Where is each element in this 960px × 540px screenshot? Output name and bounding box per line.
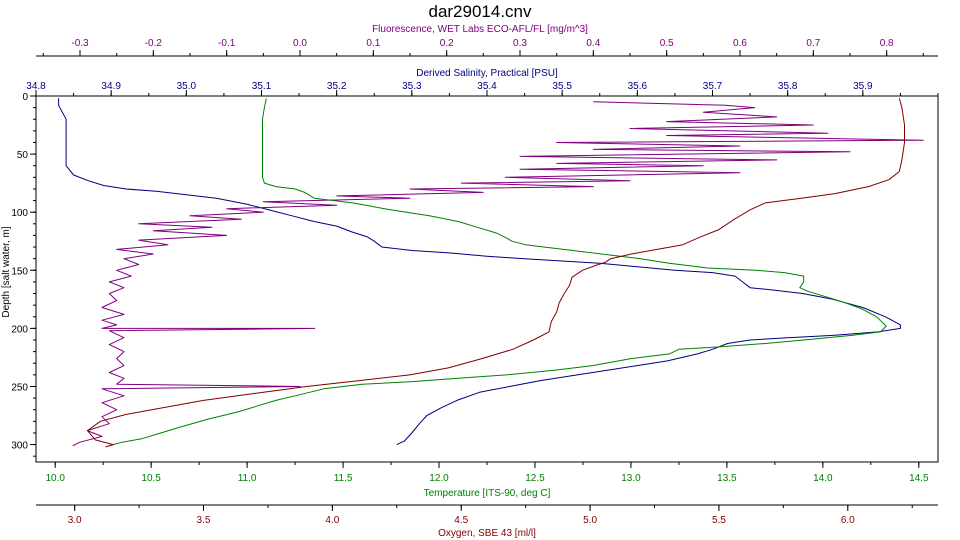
fluorescence-tick-label: 0.3	[513, 38, 527, 49]
temperature-tick-label: 11.0	[238, 473, 257, 484]
depth-tick-label: 150	[11, 266, 28, 277]
fluorescence-tick-label: 0.7	[806, 38, 820, 49]
salinity-tick-label: 35.0	[177, 81, 197, 92]
salinity-tick-label: 35.9	[853, 81, 873, 92]
fluorescence-tick-label: 0.1	[366, 38, 380, 49]
oxygen-tick-label: 3.5	[197, 515, 211, 526]
fluorescence-tick-label: 0.8	[880, 38, 894, 49]
temperature-tick-label: 14.5	[909, 473, 929, 484]
fluorescence-tick-label: 0.4	[586, 38, 600, 49]
oxygen-tick-label: 5.0	[583, 515, 597, 526]
depth-axis-title: Depth [salt water, m]	[1, 226, 12, 317]
salinity-tick-label: 35.8	[778, 81, 798, 92]
chart-title: dar29014.cnv	[428, 2, 532, 21]
fluorescence-tick-label: 0.0	[293, 38, 307, 49]
depth-tick-label: 50	[17, 150, 29, 161]
depth-axis: 0 50 100 150 200 250 300	[11, 92, 36, 457]
salinity-tick-label: 35.3	[402, 81, 422, 92]
oxygen-tick-label: 4.5	[454, 515, 468, 526]
temperature-profile-line	[112, 98, 887, 446]
fluorescence-tick-label: 0.2	[440, 38, 454, 49]
temperature-tick-label: 12.5	[525, 473, 545, 484]
salinity-axis: 34.8 34.9 35.0 35.1 35.2 35.3 35.4 35.5 35.6 35.7…	[26, 81, 939, 97]
temperature-tick-label: 14.0	[813, 473, 833, 484]
temperature-tick-label: 10.0	[45, 473, 65, 484]
oxygen-axis-title: Oxygen, SBE 43 [ml/l]	[438, 528, 536, 539]
salinity-profile-line	[58, 98, 901, 446]
series-layer	[58, 98, 924, 448]
oxygen-axis: 3.0 3.5 4.0 4.5 5.0 5.5 6.0	[36, 504, 938, 526]
oxygen-tick-label: 4.0	[325, 515, 339, 526]
depth-tick-label: 200	[11, 324, 28, 335]
oxygen-profile-line	[87, 98, 905, 448]
oxygen-tick-label: 6.0	[841, 515, 855, 526]
salinity-axis-title: Derived Salinity, Practical [PSU]	[416, 68, 558, 79]
oxygen-tick-label: 5.5	[712, 515, 726, 526]
depth-tick-label: 300	[11, 441, 28, 452]
salinity-tick-label: 35.2	[327, 81, 347, 92]
fluorescence-axis: -0.3 -0.2 -0.1 0.0 0.1 0.2 0.3 0.4 0.5 0.6 0.7 0.8	[36, 38, 938, 57]
temperature-tick-label: 11.5	[334, 473, 353, 484]
salinity-tick-label: 35.4	[477, 81, 497, 92]
fluorescence-tick-label: -0.1	[218, 38, 236, 49]
depth-tick-label: 0	[22, 92, 28, 103]
fluorescence-tick-label: 0.6	[733, 38, 747, 49]
fluorescence-tick-label: -0.2	[145, 38, 163, 49]
depth-tick-label: 250	[11, 382, 28, 393]
depth-tick-label: 100	[11, 208, 28, 219]
salinity-tick-label: 35.5	[552, 81, 572, 92]
fluorescence-tick-label: 0.5	[660, 38, 674, 49]
temperature-tick-label: 13.5	[717, 473, 737, 484]
salinity-tick-label: 34.9	[101, 81, 121, 92]
fluorescence-profile-line	[72, 101, 924, 447]
salinity-tick-label: 34.8	[26, 81, 46, 92]
oxygen-tick-label: 3.0	[68, 515, 82, 526]
temperature-tick-label: 12.0	[429, 473, 449, 484]
temperature-axis-title: Temperature [ITS-90, deg C]	[424, 488, 551, 499]
temperature-axis: 10.0 10.5 11.0 11.5 12.0 12.5 13.0 13.5 14.0 14.5	[36, 461, 938, 484]
plot-area	[35, 95, 939, 463]
salinity-tick-label: 35.1	[252, 81, 272, 92]
salinity-tick-label: 35.7	[703, 81, 723, 92]
fluorescence-axis-title: Fluorescence, WET Labs ECO-AFL/FL [mg/m^…	[372, 24, 588, 35]
fluorescence-tick-label: -0.3	[71, 38, 89, 49]
salinity-tick-label: 35.6	[628, 81, 648, 92]
temperature-tick-label: 13.0	[621, 473, 641, 484]
temperature-tick-label: 10.5	[141, 473, 161, 484]
